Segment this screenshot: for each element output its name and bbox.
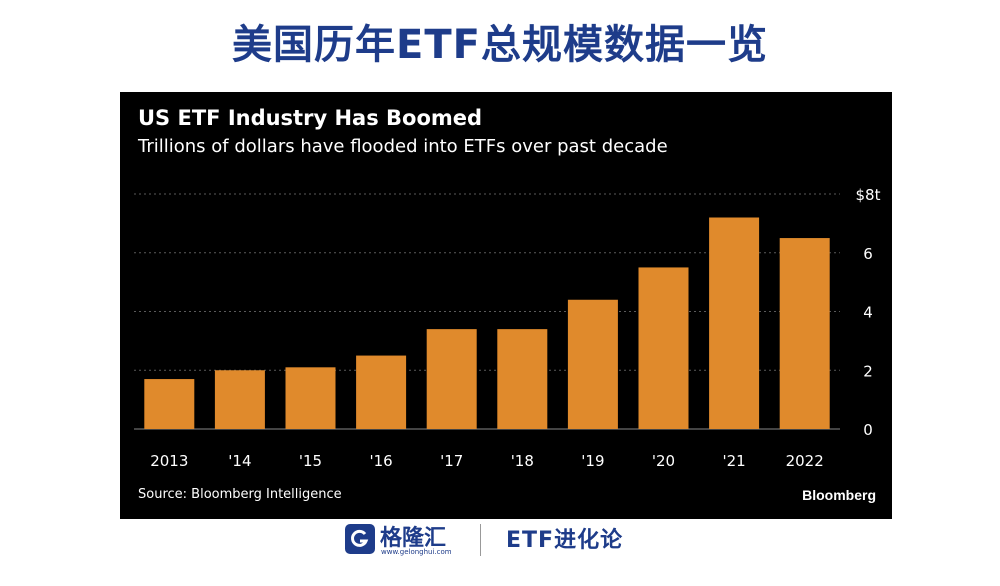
bar (638, 267, 689, 429)
gelonghui-logo-icon (345, 524, 375, 554)
bar (497, 329, 548, 429)
x-tick-label: '14 (228, 452, 251, 470)
x-tick-label: '19 (581, 452, 604, 470)
chart-panel: 0 2 4 6 $8t 2013'14'15'16'17'18'19'20'21 2022 … (120, 92, 892, 519)
x-tick-label: '18 (511, 452, 534, 470)
bloomberg-logo: Bloomberg (802, 487, 876, 503)
x-tick-label: '17 (440, 452, 463, 470)
bar (356, 355, 407, 429)
gelonghui-logo-url: www.gelonghui.com (381, 548, 452, 556)
gelonghui-logo-text: 格隆汇 (380, 526, 447, 551)
x-tick-label: '21 (722, 452, 745, 470)
bar (144, 379, 195, 429)
y-tick-label: $8t (856, 186, 881, 204)
bar (567, 299, 618, 429)
chart-title: US ETF Industry Has Boomed (138, 106, 483, 130)
x-tick-label: '15 (299, 452, 322, 470)
bar (426, 329, 477, 429)
x-tick-label: 2013 (150, 452, 188, 470)
y-tick-label: 4 (863, 304, 873, 322)
page-title: 美国历年ETF总规模数据一览 (232, 22, 768, 68)
column-name: ETF进化论 (506, 528, 624, 553)
footer-divider (480, 524, 481, 556)
bar-chart: 0 2 4 6 $8t 2013 '14 '15 '16 '17 '18 '19 '20 '21 2022 (134, 186, 881, 470)
x-tick-label: 2022 (786, 452, 824, 470)
y-tick-label: 6 (863, 245, 873, 263)
bar (779, 238, 830, 429)
bar (285, 367, 336, 429)
bar (709, 217, 760, 429)
chart-source: Source: Bloomberg Intelligence (138, 487, 342, 502)
x-tick-label: '16 (369, 452, 392, 470)
y-tick-label: 0 (863, 421, 873, 439)
bar (214, 370, 265, 429)
chart-subtitle: Trillions of dollars have flooded into E… (138, 136, 668, 157)
y-tick-label: 2 (863, 362, 873, 380)
x-tick-label: '20 (652, 452, 675, 470)
